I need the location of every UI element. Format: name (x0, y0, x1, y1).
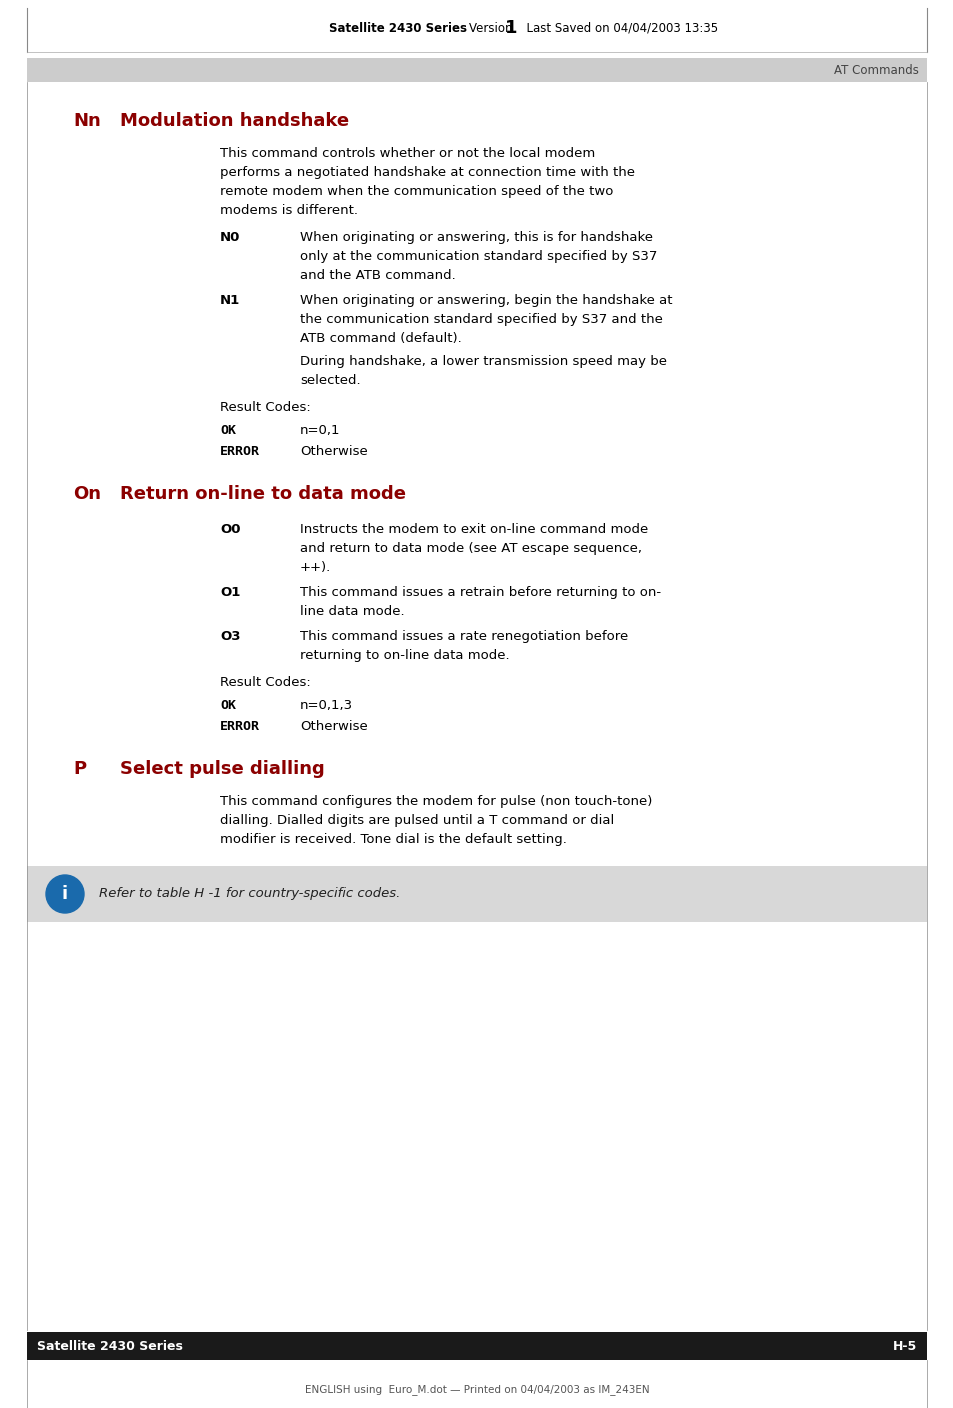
Text: Otherwise: Otherwise (299, 719, 367, 734)
Text: ENGLISH using  Euro_M.dot — Printed on 04/04/2003 as IM_243EN: ENGLISH using Euro_M.dot — Printed on 04… (304, 1384, 649, 1395)
Text: Refer to table H -1 for country-specific codes.: Refer to table H -1 for country-specific… (99, 887, 400, 901)
Text: performs a negotiated handshake at connection time with the: performs a negotiated handshake at conne… (220, 166, 635, 179)
Text: ERROR: ERROR (220, 445, 260, 458)
Text: n=0,1: n=0,1 (299, 424, 340, 436)
Bar (27, 1332, 926, 1360)
Text: selected.: selected. (299, 375, 360, 387)
Text: This command configures the modem for pulse (non touch-tone): This command configures the modem for pu… (220, 796, 652, 808)
Text: OK: OK (220, 698, 235, 712)
Text: Otherwise: Otherwise (299, 445, 367, 458)
Text: P: P (73, 760, 86, 779)
Text: Result Codes:: Result Codes: (220, 401, 311, 414)
Text: N1: N1 (220, 294, 240, 307)
Text: the communication standard specified by S37 and the: the communication standard specified by … (299, 313, 662, 327)
Text: dialling. Dialled digits are pulsed until a T command or dial: dialling. Dialled digits are pulsed unti… (220, 814, 614, 826)
Text: n=0,1,3: n=0,1,3 (299, 698, 353, 712)
Text: modifier is received. Tone dial is the default setting.: modifier is received. Tone dial is the d… (220, 834, 566, 846)
Text: This command issues a rate renegotiation before: This command issues a rate renegotiation… (299, 629, 628, 643)
Text: O0: O0 (220, 522, 240, 536)
Text: Satellite 2430 Series: Satellite 2430 Series (37, 1339, 183, 1353)
Text: This command controls whether or not the local modem: This command controls whether or not the… (220, 146, 595, 161)
Text: O1: O1 (220, 586, 240, 598)
Text: Modulation handshake: Modulation handshake (120, 113, 349, 130)
Text: Result Codes:: Result Codes: (220, 676, 311, 689)
Text: Return on-line to data mode: Return on-line to data mode (120, 484, 406, 503)
Text: i: i (62, 886, 68, 903)
Text: and return to data mode (see AT escape sequence,: and return to data mode (see AT escape s… (299, 542, 641, 555)
Text: only at the communication standard specified by S37: only at the communication standard speci… (299, 251, 657, 263)
Text: Version: Version (469, 21, 519, 35)
Bar (27, 866, 926, 922)
Text: When originating or answering, this is for handshake: When originating or answering, this is f… (299, 231, 652, 244)
Text: OK: OK (220, 424, 235, 436)
Text: N0: N0 (220, 231, 240, 244)
Text: ATB command (default).: ATB command (default). (299, 332, 461, 345)
Text: This command issues a retrain before returning to on-: This command issues a retrain before ret… (299, 586, 660, 598)
Text: and the ATB command.: and the ATB command. (299, 269, 456, 282)
Text: line data mode.: line data mode. (299, 605, 404, 618)
Text: ERROR: ERROR (220, 719, 260, 734)
Bar (27, 58, 926, 82)
Text: remote modem when the communication speed of the two: remote modem when the communication spee… (220, 184, 613, 199)
Text: During handshake, a lower transmission speed may be: During handshake, a lower transmission s… (299, 355, 666, 367)
Text: Instructs the modem to exit on-line command mode: Instructs the modem to exit on-line comm… (299, 522, 648, 536)
Text: Satellite 2430 Series: Satellite 2430 Series (329, 21, 467, 35)
Text: When originating or answering, begin the handshake at: When originating or answering, begin the… (299, 294, 672, 307)
Text: On: On (73, 484, 101, 503)
Text: Nn: Nn (73, 113, 101, 130)
Text: H-5: H-5 (892, 1339, 916, 1353)
Text: O3: O3 (220, 629, 240, 643)
Text: 1: 1 (504, 18, 517, 37)
Text: modems is different.: modems is different. (220, 204, 357, 217)
Circle shape (46, 874, 84, 912)
Text: AT Commands: AT Commands (833, 63, 918, 76)
Text: Select pulse dialling: Select pulse dialling (120, 760, 324, 779)
Text: returning to on-line data mode.: returning to on-line data mode. (299, 649, 509, 662)
Text: ++).: ++). (299, 560, 331, 574)
Text: Last Saved on 04/04/2003 13:35: Last Saved on 04/04/2003 13:35 (518, 21, 718, 35)
